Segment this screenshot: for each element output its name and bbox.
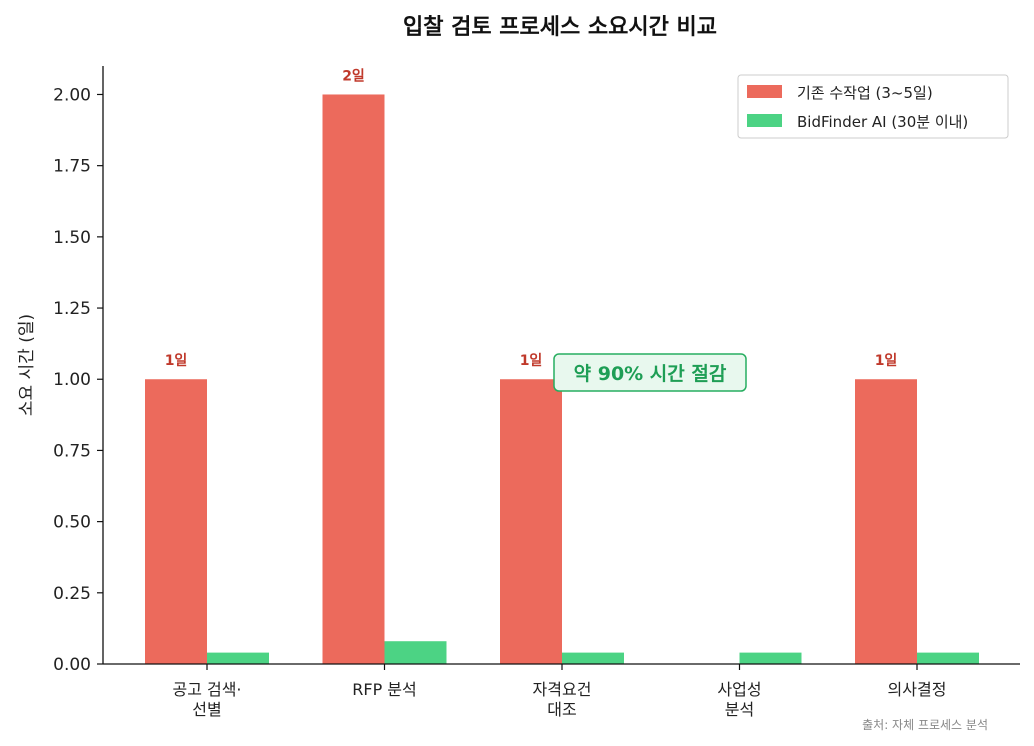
legend-label-ai: BidFinder AI (30분 이내): [797, 113, 968, 131]
bar-manual-0: [145, 379, 207, 664]
x-tick-label-0-0: 공고 검색·: [172, 680, 241, 699]
legend-swatch-manual: [747, 85, 782, 98]
data-label-2: 1일: [520, 353, 543, 369]
y-tick-label-8: 2.00: [53, 85, 91, 105]
bar-ai-4: [917, 652, 979, 664]
legend-frame: [737, 74, 1009, 139]
x-tick-label-1-0: RFP 분석: [352, 680, 417, 699]
y-axis-label: 소요 시간 (일): [17, 314, 37, 416]
x-tick-label-4-0: 의사결정: [888, 680, 947, 699]
bar-ai-1: [384, 641, 447, 664]
data-labels: 1일 2일 1일 1일: [165, 68, 898, 369]
legend: 기존 수작업 (3~5일) BidFinder AI (30분 이내): [737, 74, 1009, 139]
y-tick-label-5: 1.25: [53, 299, 91, 319]
y-tick-label-0: 0.00: [53, 655, 91, 675]
bar-ai-3: [739, 652, 802, 664]
y-tick-label-3: 0.75: [53, 441, 91, 461]
x-tick-label-3-1: 분석: [725, 700, 754, 719]
bar-ai-2: [562, 652, 624, 664]
data-label-1: 2일: [342, 68, 365, 84]
y-tick-label-2: 0.50: [53, 513, 91, 533]
y-tick-label-1: 0.25: [53, 584, 91, 604]
bars: [145, 94, 979, 664]
data-label-0: 1일: [165, 353, 188, 369]
legend-swatch-ai: [747, 114, 782, 127]
chart-title: 입찰 검토 프로세스 소요시간 비교: [403, 15, 717, 40]
y-tick-label-6: 1.50: [53, 228, 91, 248]
x-tick-label-0-1: 선별: [192, 700, 221, 719]
x-tick-label-2-1: 대조: [547, 700, 576, 719]
annotation-text: 약 90% 시간 절감: [574, 363, 727, 385]
y-tick-label-4: 1.00: [53, 370, 91, 390]
data-label-4: 1일: [875, 353, 898, 369]
legend-label-manual: 기존 수작업 (3~5일): [797, 84, 933, 102]
x-tick-label-3-0: 사업성: [717, 680, 761, 699]
source-note: 출처: 자체 프로세스 분석: [862, 718, 988, 732]
annotation-box: [553, 353, 747, 392]
bar-ai-0: [207, 652, 269, 664]
bar-manual-4: [855, 379, 917, 664]
bar-manual-2: [500, 379, 562, 664]
y-axis: 0.00 0.25 0.50 0.75 1.00 1.25 1.50 1.75 2.00: [53, 66, 104, 675]
bar-manual-1: [322, 94, 385, 664]
savings-annotation: 약 90% 시간 절감: [553, 353, 747, 392]
x-tick-label-2-0: 자격요건: [533, 680, 592, 699]
y-tick-label-7: 1.75: [53, 157, 91, 177]
